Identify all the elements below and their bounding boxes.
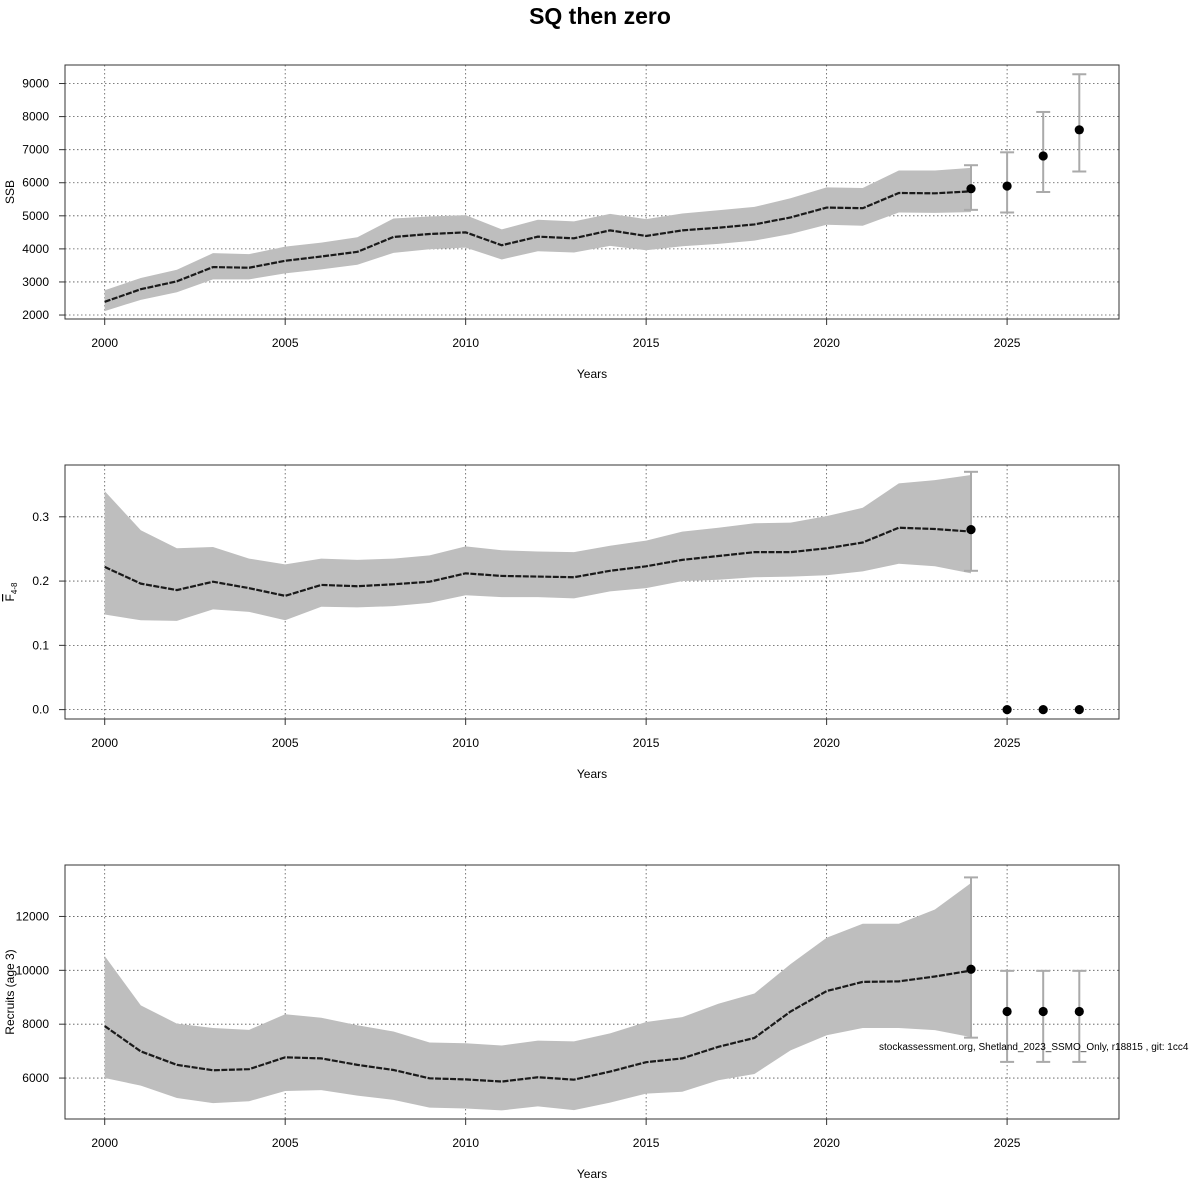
y-tick-label: 9000 — [22, 77, 49, 91]
y-tick-label: 6000 — [22, 176, 49, 190]
y-tick-label: 2000 — [22, 308, 49, 322]
y-tick-label: 4000 — [22, 242, 49, 256]
y-tick-label: 5000 — [22, 209, 49, 223]
forecast-point — [1002, 181, 1012, 191]
estimate-line — [104, 526, 972, 597]
forecast-point — [1038, 151, 1048, 161]
y-tick-label: 8000 — [22, 110, 49, 124]
plot-box — [64, 864, 1120, 1120]
y-tick-label: 7000 — [22, 143, 49, 157]
x-axis-label: Years — [577, 1167, 607, 1181]
y-tick-label: 0.3 — [32, 510, 49, 524]
x-tick-label: 2010 — [452, 736, 479, 750]
x-tick-label: 2015 — [633, 736, 660, 750]
forecast-point — [1038, 1006, 1048, 1017]
x-tick-label: 2000 — [91, 336, 118, 350]
forecast-point — [1002, 1006, 1012, 1017]
forecast-point — [1074, 125, 1084, 135]
y-axis-label: SSB — [3, 180, 17, 204]
x-tick-label: 2025 — [994, 336, 1021, 350]
y-tick-label: 0.1 — [32, 638, 49, 652]
y-tick-label: 12000 — [16, 909, 50, 923]
x-tick-label: 2000 — [91, 1136, 118, 1150]
forecast-point — [966, 184, 976, 194]
x-tick-label: 2015 — [633, 1136, 660, 1150]
forecast-point — [966, 525, 976, 535]
y-axis-label: Recruits (age 3) — [3, 949, 17, 1034]
x-tick-label: 2010 — [452, 336, 479, 350]
y-tick-label: 3000 — [22, 275, 49, 289]
forecast-point — [1038, 705, 1048, 715]
x-axis-label: Years — [577, 767, 607, 781]
x-tick-label: 2000 — [91, 736, 118, 750]
confidence-band — [104, 475, 972, 621]
x-tick-label: 2020 — [813, 1136, 840, 1150]
y-tick-label: 6000 — [22, 1071, 49, 1085]
x-tick-label: 2010 — [452, 1136, 479, 1150]
plot-box — [64, 64, 1120, 320]
y-axis-label: F4-8 — [3, 582, 19, 601]
plot-box — [64, 464, 1120, 720]
forecast-point — [1074, 705, 1084, 715]
ssb-panel: 2000 2005 2010 2015 2020 2025 2000 3000 4000 5000… — [3, 64, 1120, 381]
y-tick-label: 10000 — [16, 963, 50, 977]
y-tick-label: 0.2 — [32, 574, 49, 588]
forecast-point — [1002, 705, 1012, 715]
x-tick-label: 2005 — [272, 336, 299, 350]
x-tick-label: 2020 — [813, 736, 840, 750]
footnote: stockassessment.org, Shetland_2023_SSMO_… — [879, 1042, 1189, 1053]
y-tick-label: 0.0 — [32, 703, 49, 717]
x-tick-label: 2025 — [994, 1136, 1021, 1150]
x-tick-label: 2015 — [633, 336, 660, 350]
confidence-band — [104, 883, 972, 1111]
x-tick-label: 2025 — [994, 736, 1021, 750]
fbar-panel: 2000 2005 2010 2015 2020 2025 0.0 0.1 0.2 0.3 Year… — [3, 464, 1120, 781]
x-tick-label: 2020 — [813, 336, 840, 350]
estimate-line — [104, 969, 972, 1083]
estimate-line — [104, 190, 972, 303]
forecast-point — [1074, 1006, 1084, 1017]
x-tick-label: 2005 — [272, 1136, 299, 1150]
x-axis-label: Years — [577, 367, 607, 381]
page-title: SQ then zero — [529, 3, 671, 29]
forecast-point — [966, 964, 976, 974]
y-tick-label: 8000 — [22, 1017, 49, 1031]
recruits-panel: 2000 2005 2010 2015 2020 2025 6000 8000 10000 120… — [3, 864, 1120, 1181]
confidence-band — [104, 167, 972, 312]
x-tick-label: 2005 — [272, 736, 299, 750]
